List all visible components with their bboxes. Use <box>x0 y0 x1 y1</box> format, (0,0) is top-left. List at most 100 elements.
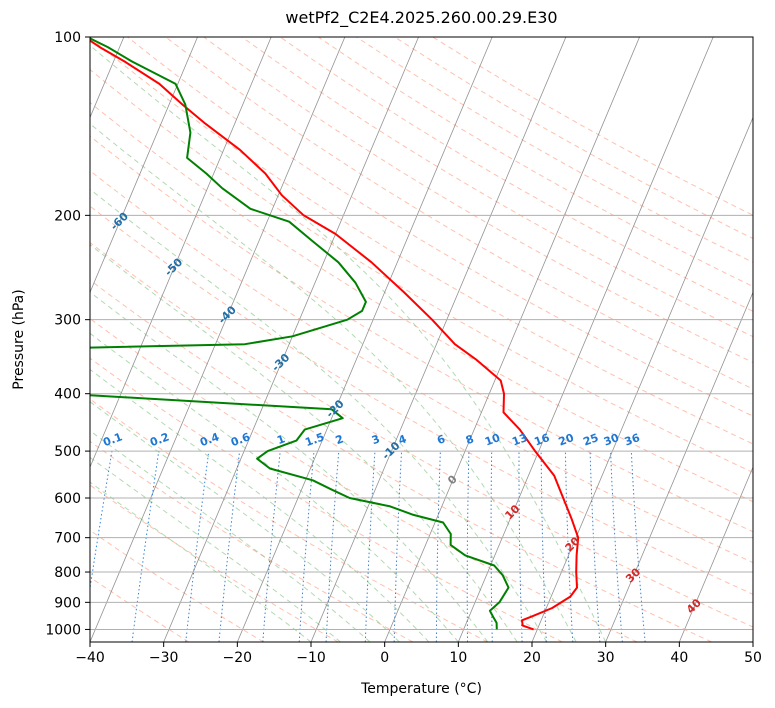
dry-adiabat <box>90 37 753 445</box>
isotherm-label: 10 <box>502 502 522 522</box>
mixing-ratio-label: 0.4 <box>198 430 221 449</box>
dry-adiabat <box>432 37 753 216</box>
mixing-ratio-label: 4 <box>397 432 409 447</box>
x-tick-label: 0 <box>380 650 389 666</box>
isotherm-label: -20 <box>323 397 346 420</box>
mixing-ratio-line <box>90 451 113 592</box>
y-tick-label: 500 <box>54 444 81 460</box>
mixing-ratio-label: 0.6 <box>229 430 252 449</box>
dewpoint-profile-line <box>90 37 510 630</box>
moist-adiabat <box>90 430 371 642</box>
isotherm-label: -80 <box>0 124 20 147</box>
isotherm-label: -30 <box>269 351 292 374</box>
moist-adiabat <box>90 368 430 642</box>
dry-adiabat <box>90 398 488 642</box>
y-axis-label: Pressure (hPa) <box>11 289 27 389</box>
y-tick-label: 100 <box>54 30 81 46</box>
isotherm-line <box>90 37 346 642</box>
dry-adiabat <box>203 37 753 364</box>
mixing-ratio-line <box>630 451 646 642</box>
mixing-ratio-label: 2 <box>334 432 346 447</box>
moist-adiabat <box>90 243 518 642</box>
y-tick-label: 900 <box>54 595 81 611</box>
y-tick-label: 800 <box>54 565 81 581</box>
isotherm-line <box>384 37 640 642</box>
temperature-profile-line <box>90 39 580 631</box>
x-axis-label: Temperature (°C) <box>360 681 482 697</box>
isotherm-line <box>457 37 714 642</box>
mixing-ratio-line <box>218 451 241 642</box>
dry-adiabat <box>90 68 753 473</box>
x-tick-label: 30 <box>597 650 615 666</box>
mixing-ratio-line <box>262 451 281 642</box>
mixing-ratio-line <box>435 451 441 642</box>
mixing-ratio-label: 30 <box>602 431 621 449</box>
moist-adiabat <box>90 291 489 642</box>
isotherm-line <box>605 291 753 642</box>
isotherm-line <box>752 640 753 642</box>
mixing-ratio-label: 1.5 <box>303 430 326 449</box>
mixing-ratio-label: 10 <box>483 431 502 449</box>
dry-adiabat <box>318 37 753 288</box>
moist-adiabat <box>90 188 548 642</box>
y-tick-label: 1000 <box>45 622 81 638</box>
chart-title: wetPf2_C2E4.2025.260.00.29.E30 <box>285 8 558 27</box>
mixing-ratio-label: 16 <box>533 431 552 449</box>
dry-adiabat <box>90 242 753 628</box>
mixing-ratio-label: 25 <box>581 431 600 448</box>
mixing-ratio-label: 0.2 <box>148 430 171 449</box>
mixing-ratio-label: 36 <box>623 431 642 449</box>
isotherm-line <box>90 37 272 469</box>
plot-area: -100-90-80-70-60-50-40-30-20-10010203040… <box>0 37 753 642</box>
isotherm-line <box>236 37 493 642</box>
moist-adiabat <box>90 332 459 642</box>
x-tick-label: −10 <box>296 650 326 666</box>
mixing-ratio-label: 6 <box>435 432 447 447</box>
isotherm-label: 30 <box>623 565 643 585</box>
isotherm-line <box>90 37 198 294</box>
x-tick-label: 40 <box>670 650 688 666</box>
isotherm-line <box>531 116 753 642</box>
dry-adiabat <box>90 484 339 642</box>
isotherm-line <box>310 37 567 642</box>
x-tick-label: −20 <box>223 650 253 666</box>
isotherm-label: -40 <box>216 303 239 326</box>
isotherm-label: -60 <box>108 209 131 232</box>
moist-adiabat <box>90 123 577 642</box>
isotherm-label: 40 <box>684 596 704 616</box>
dry-adiabat <box>90 135 753 533</box>
moist-adiabat <box>90 44 607 642</box>
isotherm-line <box>163 37 419 642</box>
isotherm-label: -70 <box>53 164 76 187</box>
mixing-ratio-label: 0.1 <box>101 430 124 449</box>
dry-adiabat <box>90 279 712 642</box>
y-tick-label: 700 <box>54 531 81 547</box>
x-tick-label: 10 <box>449 650 467 666</box>
mixing-ratio-line <box>185 451 210 642</box>
mixing-ratio-label: 3 <box>370 432 382 447</box>
mixing-ratio-label: 8 <box>464 432 476 447</box>
x-tick-label: −30 <box>149 650 179 666</box>
dry-adiabat <box>279 37 753 312</box>
x-tick-label: 20 <box>523 650 541 666</box>
moist-adiabat <box>90 401 400 642</box>
isotherm-label: -50 <box>162 255 185 278</box>
mixing-ratio-line <box>364 451 376 642</box>
x-tick-label: 50 <box>744 650 762 666</box>
dry-adiabat <box>241 37 753 338</box>
moist-adiabat <box>90 481 312 642</box>
y-tick-label: 200 <box>54 208 81 224</box>
dry-adiabat <box>90 205 753 595</box>
mixing-ratio-label: 13 <box>510 431 529 448</box>
y-tick-label: 400 <box>54 387 81 403</box>
isotherm-line <box>678 466 753 642</box>
mixing-ratio-line <box>610 451 623 642</box>
x-tick-label: −40 <box>75 650 105 666</box>
y-tick-label: 600 <box>54 491 81 507</box>
dry-adiabat <box>90 529 264 642</box>
y-tick-label: 300 <box>54 313 81 329</box>
isotherm-label: 0 <box>445 472 460 487</box>
dry-adiabat <box>127 37 753 417</box>
dry-adiabat <box>90 170 753 564</box>
